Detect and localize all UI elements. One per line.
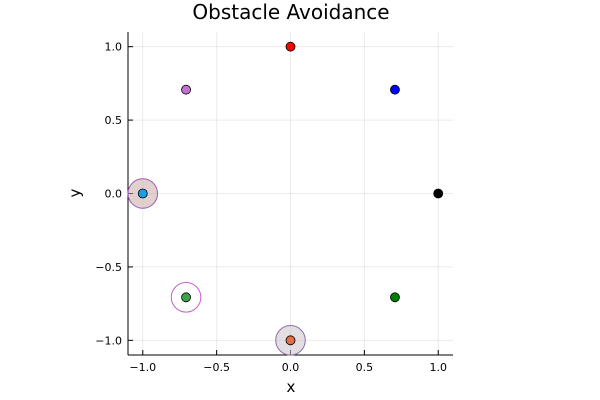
y-tick-label: −0.5	[95, 261, 122, 274]
y-tick-label: −1.0	[95, 334, 122, 347]
chart-title: Obstacle Avoidance	[192, 0, 389, 24]
data-point	[137, 188, 148, 199]
x-tick-label: −0.5	[203, 361, 230, 374]
y-tick-label: 0.5	[105, 114, 123, 127]
y-axis-label: y	[66, 188, 84, 197]
data-point	[390, 292, 400, 303]
data-point	[433, 188, 444, 199]
y-tick-label: 0.0	[105, 188, 123, 201]
tick-labels: −1.0 −0.5 0.0 0.5 1.0 −1.0 −0.5 0.0 0.5 1.0	[95, 41, 447, 374]
data-point	[181, 292, 191, 303]
data-point	[181, 84, 191, 95]
x-tick-label: 0.0	[282, 361, 300, 374]
x-tick-label: 1.0	[429, 361, 447, 374]
data-point	[285, 335, 296, 346]
x-tick-label: 0.5	[356, 361, 374, 374]
y-tick-label: 1.0	[105, 41, 123, 54]
data-point	[390, 84, 400, 95]
x-axis-label: x	[287, 378, 296, 396]
data-point	[285, 41, 296, 52]
x-tick-label: −1.0	[129, 361, 156, 374]
data-points	[137, 41, 444, 346]
